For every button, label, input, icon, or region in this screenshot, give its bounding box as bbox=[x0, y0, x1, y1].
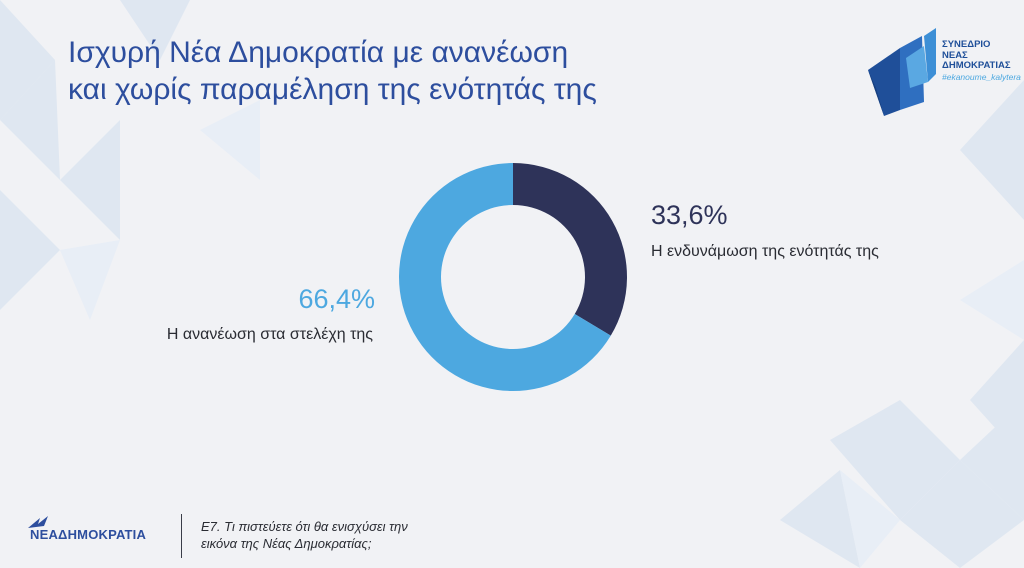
congress-logo-text: ΣΥΝΕΔΡΙΟ ΝΕΑΣ ΔΗΜΟΚΡΑΤΙΑΣ #ekanoume_kaly… bbox=[942, 39, 1021, 82]
donut-slice-1 bbox=[399, 163, 611, 392]
slice-category-label-1: Η ανανέωση στα στελέχη της bbox=[167, 326, 373, 343]
torch-icon bbox=[28, 516, 48, 528]
title-line-2: και χωρίς παραμέληση της ενότητάς της bbox=[68, 73, 597, 106]
question-line-1: Ε7. Τι πιστεύετε ότι θα ενισχύσει την bbox=[201, 519, 408, 534]
survey-question: Ε7. Τι πιστεύετε ότι θα ενισχύσει την ει… bbox=[201, 518, 408, 552]
slice-category-label-0: Η ενδυνάμωση της ενότητάς της bbox=[651, 243, 879, 260]
brand-line-3: ΔΗΜΟΚΡΑΤΙΑΣ bbox=[942, 60, 1011, 71]
donut-slice-0 bbox=[513, 163, 628, 336]
question-line-2: εικόνα της Νέας Δημοκρατίας; bbox=[201, 536, 372, 551]
party-logo bbox=[24, 512, 64, 532]
title-line-1: Ισχυρή Νέα Δημοκρατία με ανανέωση bbox=[68, 36, 569, 69]
congress-logo bbox=[868, 28, 936, 116]
brand-hashtag: #ekanoume_kalytera bbox=[942, 71, 1021, 82]
footer-divider bbox=[181, 514, 182, 558]
brand-line-1: ΣΥΝΕΔΡΙΟ bbox=[942, 39, 991, 50]
slice-value-label-0: 33,6% bbox=[651, 200, 728, 230]
party-name: ΝΕΑΔΗΜΟΚΡΑΤΙΑ bbox=[30, 527, 147, 542]
slice-value-label-1: 66,4% bbox=[298, 284, 375, 314]
page-title: Ισχυρή Νέα Δημοκρατία με ανανέωση και χω… bbox=[68, 34, 597, 108]
brand-line-2: ΝΕΑΣ bbox=[942, 49, 968, 61]
